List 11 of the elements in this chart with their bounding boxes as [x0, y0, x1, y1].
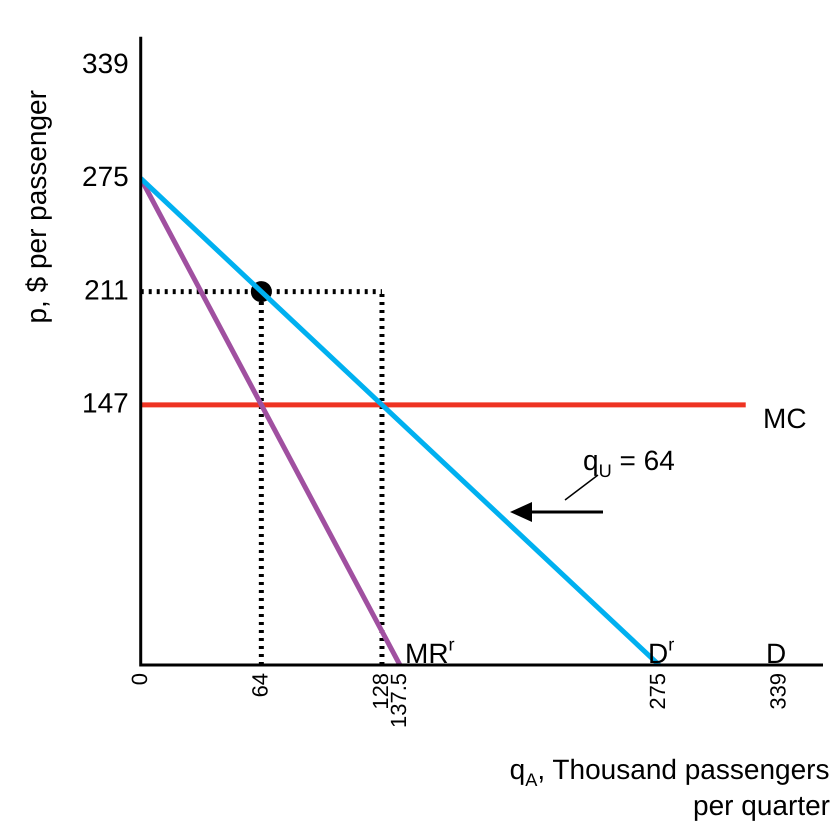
y-tick-label: 211: [84, 274, 129, 306]
x-tick-label: 0: [126, 672, 152, 686]
annotation: MC: [763, 403, 807, 434]
x-tick-label: 64: [247, 672, 272, 698]
x-tick-label: 339: [766, 672, 791, 710]
y-tick-label: 275: [82, 161, 129, 192]
x-tick-label: 275: [645, 672, 670, 710]
y-tick-label: 147: [82, 388, 129, 419]
y-axis-title: p, $ per passenger: [21, 90, 52, 324]
y-tick-label: 339: [82, 48, 129, 79]
annotation: D: [766, 638, 786, 669]
